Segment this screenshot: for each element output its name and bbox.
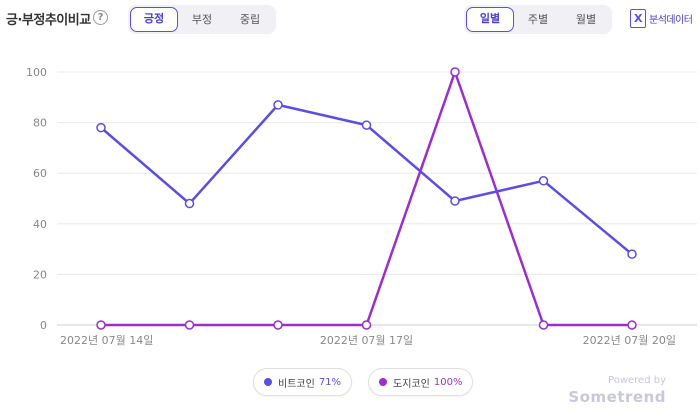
y-tick-label-0: 0 bbox=[40, 319, 47, 332]
data-point-0-4 bbox=[450, 196, 460, 206]
x-tick-label-3: 2022년 07월 17일 bbox=[320, 333, 413, 347]
data-point-1-2 bbox=[273, 320, 283, 330]
y-tick-label-40: 40 bbox=[33, 218, 47, 231]
data-point-0-0 bbox=[96, 122, 106, 133]
period-toggle: 일별 주별 월별 bbox=[464, 5, 612, 34]
legend-label-dogecoin: 도지코인 bbox=[393, 378, 430, 390]
chart-title: 긍·부정추이비교 bbox=[6, 13, 91, 28]
y-tick-label-20: 20 bbox=[33, 268, 47, 281]
data-point-1-3 bbox=[361, 320, 372, 330]
data-point-1-0 bbox=[96, 320, 106, 330]
chart-legend: 비트코인 71% 도지코인 100% bbox=[253, 368, 474, 396]
y-tick-label-60: 60 bbox=[33, 167, 47, 180]
excel-icon: X bbox=[630, 9, 646, 28]
x-tick-label-6: 2022년 07월 20일 bbox=[583, 333, 676, 347]
legend-swatch-bitcoin bbox=[264, 378, 272, 386]
data-point-1-6 bbox=[627, 320, 637, 330]
data-point-1-4 bbox=[450, 67, 460, 77]
analysis-data-label: 분석데이터 bbox=[649, 15, 693, 26]
brand-logo: Sometrend bbox=[568, 388, 666, 406]
powered-by-text: Powered by bbox=[608, 375, 666, 386]
y-tick-label-80: 80 bbox=[33, 117, 47, 130]
x-tick-label-0: 2022년 07월 14일 bbox=[60, 333, 153, 347]
data-point-0-3 bbox=[361, 120, 372, 130]
help-icon[interactable]: ? bbox=[93, 10, 108, 25]
legend-item-dogecoin[interactable]: 도지코인 100% bbox=[368, 368, 474, 396]
tab-negative[interactable]: 부정 bbox=[191, 13, 213, 26]
data-point-0-1 bbox=[184, 198, 195, 209]
data-point-1-5 bbox=[538, 320, 549, 330]
legend-pct-bitcoin: 71% bbox=[318, 376, 342, 388]
tab-positive[interactable]: 긍정 bbox=[130, 7, 178, 32]
series-line-1 bbox=[101, 70, 632, 327]
chart-header: 긍·부정추이비교 ? 긍정 부정 중립 일별 주별 월별 X 분석데이터 bbox=[0, 0, 700, 40]
legend-pct-dogecoin: 100% bbox=[433, 376, 463, 388]
tab-monthly[interactable]: 월별 bbox=[575, 13, 597, 26]
legend-item-bitcoin[interactable]: 비트코인 71% bbox=[253, 368, 353, 396]
tab-weekly[interactable]: 주별 bbox=[527, 13, 549, 26]
analysis-data-button[interactable]: X 분석데이터 bbox=[630, 9, 693, 28]
sentiment-toggle: 긍정 부정 중립 bbox=[128, 5, 276, 34]
tab-neutral[interactable]: 중립 bbox=[239, 13, 261, 26]
data-point-0-2 bbox=[273, 100, 283, 110]
tab-daily[interactable]: 일별 bbox=[466, 7, 514, 32]
legend-label-bitcoin: 비트코인 bbox=[278, 378, 315, 390]
data-point-0-5 bbox=[538, 176, 549, 186]
legend-swatch-dogecoin bbox=[379, 378, 388, 386]
y-tick-label-100: 100 bbox=[26, 66, 47, 79]
data-point-1-1 bbox=[184, 320, 195, 330]
data-point-0-6 bbox=[627, 249, 637, 259]
